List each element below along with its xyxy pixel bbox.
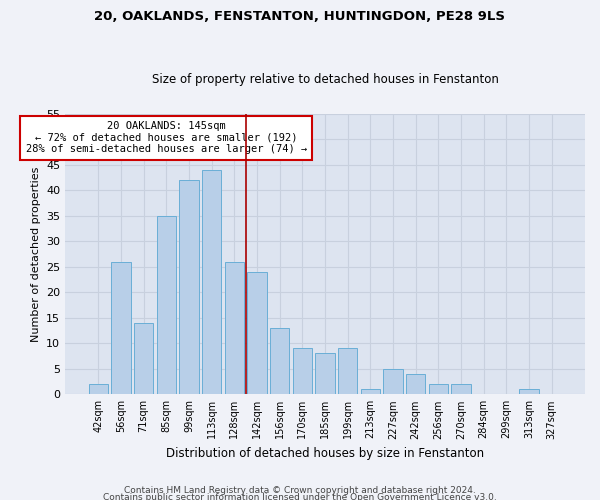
Bar xyxy=(520,389,539,394)
Text: Contains HM Land Registry data © Crown copyright and database right 2024.: Contains HM Land Registry data © Crown c… xyxy=(124,486,476,495)
X-axis label: Distribution of detached houses by size in Fenstanton: Distribution of detached houses by size … xyxy=(166,447,484,460)
Bar xyxy=(361,389,380,394)
Bar xyxy=(202,170,221,394)
Bar xyxy=(338,348,358,395)
Bar xyxy=(225,262,244,394)
Bar xyxy=(406,374,425,394)
Text: 20 OAKLANDS: 145sqm
← 72% of detached houses are smaller (192)
28% of semi-detac: 20 OAKLANDS: 145sqm ← 72% of detached ho… xyxy=(26,121,307,154)
Bar xyxy=(451,384,470,394)
Bar xyxy=(270,328,289,394)
Title: Size of property relative to detached houses in Fenstanton: Size of property relative to detached ho… xyxy=(152,73,499,86)
Bar xyxy=(247,272,266,394)
Bar xyxy=(89,384,108,394)
Text: 20, OAKLANDS, FENSTANTON, HUNTINGDON, PE28 9LS: 20, OAKLANDS, FENSTANTON, HUNTINGDON, PE… xyxy=(95,10,505,23)
Y-axis label: Number of detached properties: Number of detached properties xyxy=(31,166,41,342)
Bar xyxy=(134,323,153,394)
Text: Contains public sector information licensed under the Open Government Licence v3: Contains public sector information licen… xyxy=(103,494,497,500)
Bar xyxy=(179,180,199,394)
Bar xyxy=(429,384,448,394)
Bar xyxy=(293,348,312,395)
Bar xyxy=(316,354,335,395)
Bar xyxy=(112,262,131,394)
Bar xyxy=(157,216,176,394)
Bar xyxy=(383,369,403,394)
